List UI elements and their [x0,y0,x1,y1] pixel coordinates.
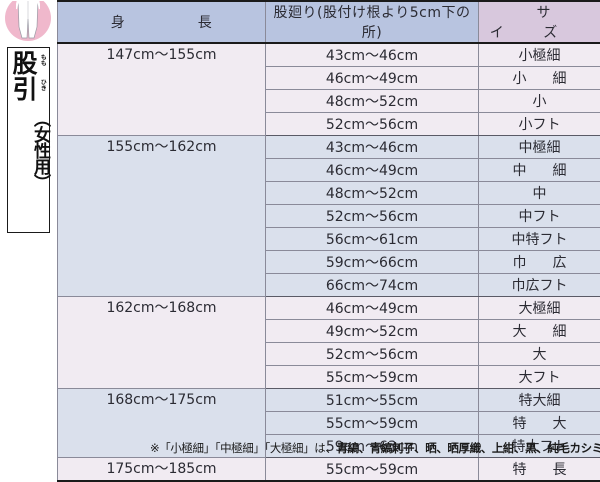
size-name-text: 中極細 [519,140,561,156]
column-header-height: 身 長 [58,1,266,43]
size-name-cell: 大 [479,343,600,366]
waist-range-cell: 48cm～52cm [266,90,479,113]
size-name-cell: 小 細 [479,67,600,90]
column-header-size-text: サイズ [483,2,600,42]
size-name-cell: 大極細 [479,297,600,320]
size-name-text: 巾広フト [512,278,568,294]
waist-range-cell: 52cm～56cm [266,113,479,136]
size-name-text: 小 細 [507,68,573,88]
size-name-cell: 中 細 [479,159,600,182]
footnote-emphasis: 青縞、青縞刺子、晒、晒厚織、上紺、黒、純毛カシミヤ [336,441,600,455]
furigana-hiki: ひき [39,79,45,91]
height-range-cell: 175cm～185cm [58,458,266,482]
size-name-text: 小フト [519,117,561,133]
momohiki-garment-icon [2,1,54,45]
size-name-text: 特 大 [507,413,573,433]
table-header-row: 身 長 股廻り(股付け根より5cm下の所) サイズ [58,1,600,43]
waist-range-cell: 51cm～55cm [266,389,479,412]
size-name-text: 巾 広 [507,252,573,272]
size-name-text: 大 [533,347,547,363]
product-name-kanji: 股引 [10,51,40,103]
size-name-text: 中 細 [507,160,573,180]
size-name-cell: 特 大 [479,412,600,435]
size-name-text: 大極細 [519,301,561,317]
size-name-cell: 中極細 [479,136,600,159]
size-name-text: 特大細 [519,393,561,409]
waist-range-cell: 59cm～66cm [266,251,479,274]
garment-illustration [16,1,40,39]
size-name-cell: 中フト [479,205,600,228]
size-name-text: 小極細 [519,48,561,64]
size-name-text: 中 [533,186,547,202]
waist-range-cell: 46cm～49cm [266,297,479,320]
size-chart-page: 股引 もも ひき （女性用） 身 長 股廻り(股付け根より5cm下の所) サイズ… [0,0,600,458]
size-name-cell: 巾 広 [479,251,600,274]
product-name-label: 股引 もも ひき （女性用） [7,47,50,233]
height-range-cell: 162cm～168cm [58,297,266,389]
waist-range-cell: 43cm～46cm [266,136,479,159]
size-name-cell: 大 細 [479,320,600,343]
size-name-cell: 小フト [479,113,600,136]
waist-range-cell: 56cm～61cm [266,228,479,251]
waist-range-cell: 55cm～59cm [266,366,479,389]
size-name-text: 小 [533,94,547,110]
waist-range-cell: 46cm～49cm [266,67,479,90]
size-name-cell: 巾広フト [479,274,600,297]
product-gender-note: （女性用） [12,110,48,230]
column-header-waist: 股廻り(股付け根より5cm下の所) [266,1,479,43]
size-name-cell: 中特フト [479,228,600,251]
height-range-cell: 155cm～162cm [58,136,266,297]
size-name-cell: 特大細 [479,389,600,412]
size-name-text: 大フト [519,370,561,386]
size-name-cell: 小 [479,90,600,113]
waist-range-cell: 48cm～52cm [266,182,479,205]
waist-range-cell: 46cm～49cm [266,159,479,182]
size-name-cell: 小極細 [479,43,600,67]
column-header-size: サイズ [479,1,600,43]
furigana-momo: もも [39,54,45,66]
waist-range-cell: 52cm～56cm [266,205,479,228]
size-name-text: 特 長 [507,459,573,479]
size-name-text: 大 細 [507,321,573,341]
size-name-cell: 大フト [479,366,600,389]
waist-range-cell: 55cm～59cm [266,412,479,435]
waist-range-cell: 55cm～59cm [266,458,479,482]
product-sidebar: 股引 もも ひき （女性用） [0,0,57,436]
size-name-cell: 中 [479,182,600,205]
size-name-text: 中特フト [512,232,568,248]
waist-range-cell: 49cm～52cm [266,320,479,343]
size-name-text: 中フト [519,209,561,225]
waist-range-cell: 43cm～46cm [266,43,479,67]
waist-range-cell: 52cm～56cm [266,343,479,366]
footnote: ※「小極細」「中極細」「大極細」は、青縞、青縞刺子、晒、晒厚織、上紺、黒、純毛カ… [150,440,600,456]
height-range-cell: 147cm～155cm [58,43,266,136]
size-name-cell: 特 長 [479,458,600,482]
footnote-prefix: ※「小極細」「中極細」「大極細」は、 [150,441,336,455]
waist-range-cell: 66cm～74cm [266,274,479,297]
